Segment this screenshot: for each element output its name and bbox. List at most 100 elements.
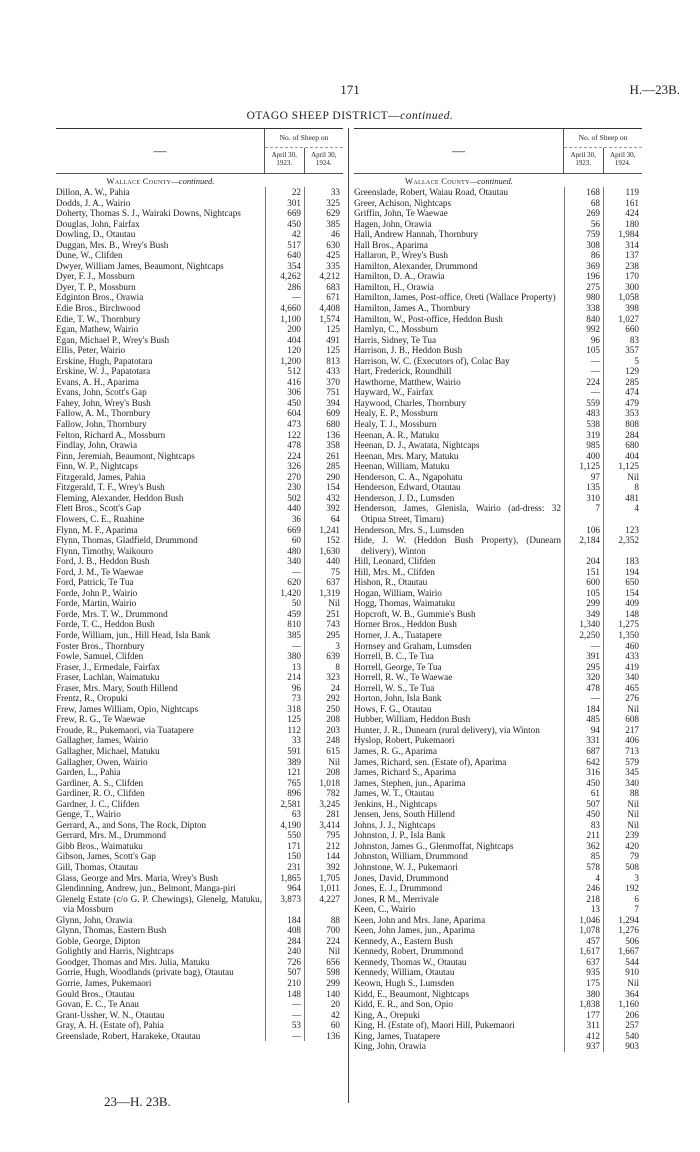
table-row: Hamlyn, C., Mossburn 992 660 bbox=[354, 324, 642, 335]
owner-name-address: Gardner, J. C., Clifden bbox=[56, 798, 140, 809]
col-1923-header: April 30, 1923. bbox=[271, 151, 297, 167]
owner-name-address: Hamilton, James, Post-office, Oreti (Wal… bbox=[354, 292, 556, 303]
table-row: Finn, W. P., Nightcaps 326 285 bbox=[56, 461, 343, 472]
owner-name-address: Egan, Michael P., Wrey's Bush bbox=[56, 334, 170, 345]
owner-name-address: Johnston, James G., Glenmoffat, Nightcap… bbox=[354, 840, 514, 851]
sheep-1924: 700 bbox=[304, 925, 343, 936]
owner-name-address: Henderson, J. D., Lumsden bbox=[354, 492, 455, 503]
sheep-1924: 637 bbox=[304, 577, 343, 588]
table-row: Keown, Hugh S., Lumsden 175 Nil bbox=[354, 978, 642, 989]
sheep-1923: 121 bbox=[265, 767, 304, 778]
table-row: Kennedy, Robert, Drummond 1,617 1,667 bbox=[354, 946, 642, 957]
sheep-1923: 171 bbox=[265, 840, 304, 852]
table-row: Gardiner, A. S., Clifden 765 1,018 bbox=[56, 777, 343, 789]
sheep-1923: 450 bbox=[265, 397, 304, 409]
sheep-1923: 896 bbox=[265, 788, 304, 799]
sheep-1924: 345 bbox=[603, 767, 642, 778]
owner-name-address: Gibson, James, Scott's Gap bbox=[56, 851, 156, 862]
sheep-1923: — bbox=[265, 1030, 304, 1042]
county-heading: Wallace County—continued. bbox=[106, 176, 215, 186]
owner-name-address: Fowle, Samuel, Clifden bbox=[56, 651, 144, 662]
sheep-1923: 224 bbox=[564, 376, 603, 388]
owner-name-address: Hallaron, P., Wrey's Bush bbox=[354, 250, 449, 261]
sheep-1924: 1,011 bbox=[304, 883, 343, 894]
owner-name-address: Heenan, D. J., Awatata, Nightcaps bbox=[354, 440, 480, 451]
sheep-1923: — bbox=[564, 355, 603, 367]
sheep-1924: 392 bbox=[304, 862, 343, 873]
sheep-1924: Nil bbox=[603, 819, 642, 831]
title-main: OTAGO SHEEP DISTRICT— bbox=[246, 110, 401, 122]
table-row: Gibb Bros., Waimatuku 171 212 bbox=[56, 840, 343, 852]
sheep-1924: 743 bbox=[304, 619, 343, 630]
owner-name-address: Kennedy, A., Eastern Bush bbox=[354, 935, 453, 946]
owner-name-address: Henderson, Edward, Otautau bbox=[354, 482, 461, 493]
owner-name-address: Hyslop, Robert, Pukemaori bbox=[354, 735, 455, 746]
sheep-1923: 362 bbox=[564, 840, 603, 852]
sheep-1923: 517 bbox=[265, 239, 304, 251]
table-row: Horner, J. A., Tuatapere 2,250 1,350 bbox=[354, 629, 642, 641]
sheep-1924: 508 bbox=[603, 862, 642, 873]
table-row: James, Richard, sen. (Estate of), Aparim… bbox=[354, 756, 642, 768]
sheep-1924: 88 bbox=[304, 914, 343, 926]
sheep-1923: 125 bbox=[265, 714, 304, 725]
owner-name-address: Hide, J. W. (Heddon Bush Property), (Dun… bbox=[354, 535, 561, 556]
page-title: OTAGO SHEEP DISTRICT—continued. bbox=[0, 110, 700, 122]
sheep-1923: 85 bbox=[564, 851, 603, 862]
owner-name-address: Erskine, W. J., Papatotara bbox=[56, 366, 151, 377]
owner-name-address: Egan, Mathew, Wairio bbox=[56, 324, 139, 335]
owner-name-address: Edie, T. W., Thornbury bbox=[56, 313, 141, 324]
sheep-1923: — bbox=[265, 1009, 304, 1021]
owner-name-address: Horrell, B. C., Te Tua bbox=[354, 651, 434, 662]
owner-name-address: Keown, Hugh S., Lumsden bbox=[354, 978, 455, 989]
table-row: Edginton Bros., Orawia —671 bbox=[56, 292, 343, 304]
sheep-1923: 105 bbox=[564, 587, 603, 599]
sheep-1923: 964 bbox=[265, 883, 304, 894]
table-row: Flynn, Timothy, Waikouro 480 1,630 bbox=[56, 545, 343, 557]
table-row: Gorrie, James, Pukemaori 210 299 bbox=[56, 978, 343, 989]
owner-name-address: Goble, George, Dipton bbox=[56, 935, 141, 946]
table-row: Gallagher, Owen, Wairio 389 Nil bbox=[56, 756, 343, 768]
sheep-1923: 687 bbox=[564, 745, 603, 757]
sheep-1924: 323 bbox=[304, 672, 343, 683]
table-row: Horrell, W. S., Te Tua 478 465 bbox=[354, 682, 642, 694]
sheep-1923: 3,873 bbox=[265, 893, 304, 915]
sheep-1923: 412 bbox=[564, 1030, 603, 1042]
sheep-1923: 53 bbox=[265, 1020, 304, 1031]
sheep-1923: 340 bbox=[265, 556, 304, 567]
table-row: James, R. G., Aparima 687 713 bbox=[354, 745, 642, 757]
sheep-1924: 314 bbox=[603, 239, 642, 251]
table-row: Edie, T. W., Thornbury 1,100 1,574 bbox=[56, 313, 343, 325]
table-row: Ford, Patrick, Te Tua 620 637 bbox=[56, 577, 343, 588]
owner-name-address: Edginton Bros., Orawia bbox=[56, 292, 144, 303]
sheep-1924: 2,352 bbox=[603, 535, 642, 557]
sheep-1924: 208 bbox=[304, 714, 343, 725]
sheep-1923: 726 bbox=[265, 956, 304, 968]
table-row: Kidd, E. R., and Son, Opio 1,838 1,160 bbox=[354, 999, 642, 1010]
table-row: Keen, John James, jun., Aparima 1,078 1,27… bbox=[354, 925, 642, 936]
sheep-1924: 75 bbox=[304, 566, 343, 578]
owner-name-address: Erskine, Hugh, Papatotara bbox=[56, 355, 153, 366]
owner-name-address: Horrell, R. W., Te Waewae bbox=[354, 672, 453, 683]
sheep-1924: 136 bbox=[304, 1030, 343, 1042]
table-header: — No. of Sheep on April 30, 1923. April 3… bbox=[354, 128, 642, 174]
owner-name-address: Dillon, A. W., Pahia bbox=[56, 187, 130, 197]
sheep-1924: 340 bbox=[603, 777, 642, 789]
table-row: Hamilton, Alexander, Drummond 369 238 bbox=[354, 260, 642, 272]
sheep-1924: 424 bbox=[603, 208, 642, 219]
owner-name-address: Ford, J. M., Te Waewae bbox=[56, 566, 144, 577]
owner-name-address: Fraser, J., Ermedale, Fairfax bbox=[56, 661, 160, 672]
sheep-1923: 120 bbox=[265, 345, 304, 356]
owner-name-address: Foster Bros., Thornbury bbox=[56, 640, 145, 651]
table-row: Fleming, Alexander, Heddon Bush 502 432 bbox=[56, 492, 343, 504]
table-row: Glendinning, Andrew, jun., Belmont, Mang… bbox=[56, 883, 343, 894]
sheep-1923: 2,184 bbox=[564, 535, 603, 557]
sheep-1923: 33 bbox=[265, 735, 304, 746]
owner-name-address: King, John, Orawia bbox=[354, 1041, 426, 1052]
sheep-1923: 184 bbox=[564, 703, 603, 715]
sheep-1923: 224 bbox=[265, 450, 304, 462]
table-row: Gray, A. H. (Estate of), Pahia 53 60 bbox=[56, 1020, 343, 1031]
owner-name-address: Hows, F. G., Otautau bbox=[354, 703, 432, 714]
sheep-1924: 5 bbox=[603, 355, 642, 367]
table-row: Douglas, John, Fairfax 450 385 bbox=[56, 218, 343, 230]
sheep-1923: 483 bbox=[564, 408, 603, 420]
